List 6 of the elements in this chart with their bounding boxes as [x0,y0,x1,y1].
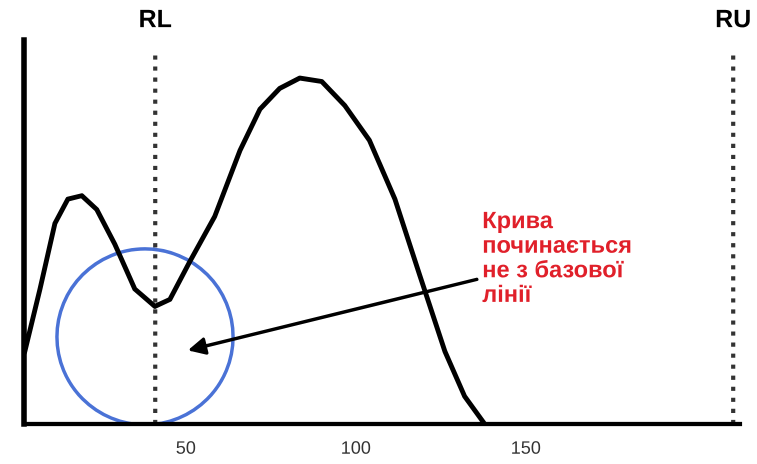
x-tick-label: 100 [342,441,370,454]
ref-line-label: RL [140,10,172,28]
annotation: Крива починається не з базової лінії [482,212,630,302]
x-tick-label: 50 [176,441,196,454]
x-tick-label: 150 [512,441,540,454]
ref-line-label: RU [716,10,750,28]
